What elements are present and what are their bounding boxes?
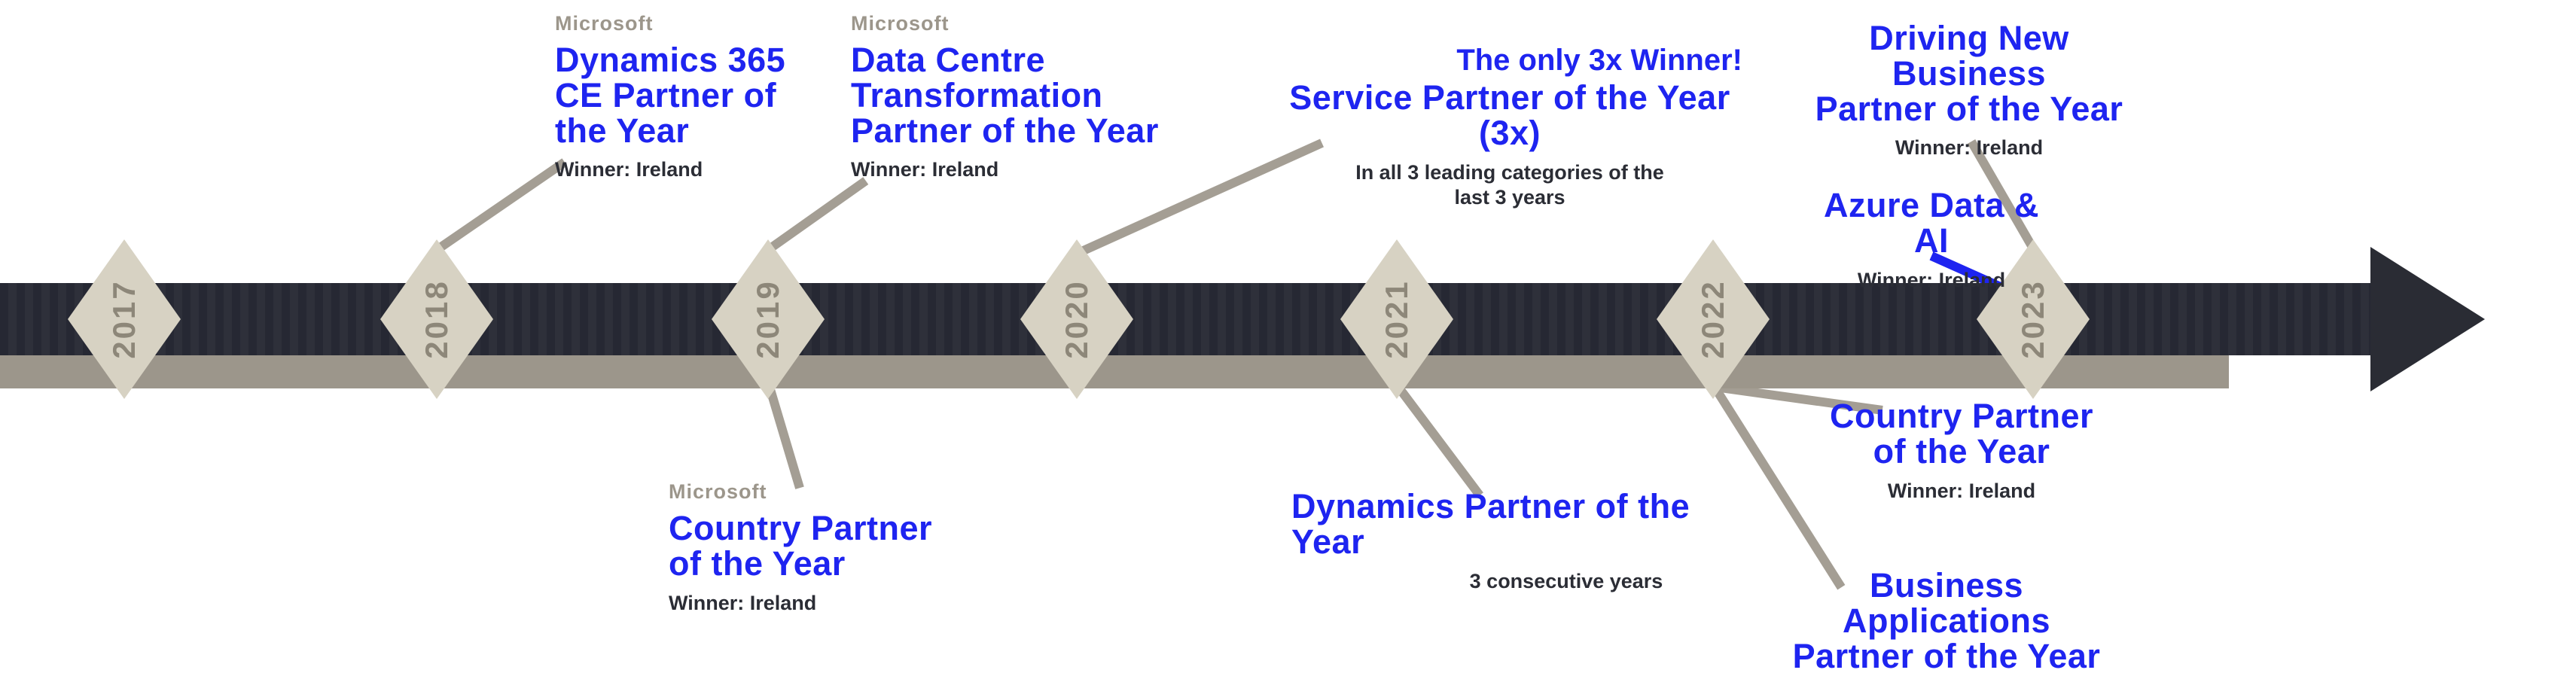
award-title-line: Data Centre	[851, 41, 1046, 79]
award-title: Country Partner of the Year	[1800, 397, 2123, 470]
award-title-line: Driving New Business	[1869, 19, 2069, 93]
award-title: Service Partner of the Year (3x)	[1273, 78, 1747, 152]
award-entry-2018-dynamics365: Microsoft Dynamics 365 CE Partner of the…	[555, 12, 811, 183]
award-title-line: Country Partner	[1829, 397, 2094, 435]
award-entry-2022-country-partner: Country Partner of the Year Winner: Irel…	[1800, 397, 2123, 504]
award-title-line: of the Year	[1873, 431, 2050, 470]
award-title: Data Centre Transformation Partner of th…	[851, 41, 1197, 150]
award-entry-2019-datacentre: Microsoft Data Centre Transformation Par…	[851, 12, 1197, 183]
award-title: Azure Data & AI	[1803, 186, 2059, 260]
award-note-line: last 3 years	[1454, 186, 1565, 209]
award-title-line: Service Partner of the Year (3x)	[1289, 78, 1730, 152]
award-title: Country Partner of the Year	[669, 509, 985, 583]
connector-2021	[1395, 384, 1483, 498]
award-entry-2020-service-partner: The only 3x Winner! Service Partner of t…	[1273, 44, 1747, 211]
award-vendor-label: Microsoft	[669, 480, 767, 503]
award-entry-2023-new-business: Driving New Business Partner of the Year…	[1792, 19, 2146, 161]
connector-2018	[434, 158, 568, 254]
connector-2019-above	[765, 177, 869, 254]
award-title-line: the Year	[555, 111, 690, 150]
award-title: Business Applications Partner of the Yea…	[1766, 568, 2127, 674]
award-note: Winner: Ireland	[1887, 479, 2036, 502]
award-note: Winner: Ireland	[1857, 268, 2006, 291]
award-callout: The only 3x Winner!	[1456, 44, 1742, 77]
award-title-line: Partner of the Year	[1815, 89, 2123, 128]
award-title: Dynamics 365 CE Partner of the Year	[555, 41, 811, 150]
award-note: Winner: Ireland	[1895, 136, 2044, 160]
award-entry-2023-azure-data-ai: Azure Data & AI Winner: Ireland	[1803, 186, 2059, 293]
award-title: Dynamics Partner of the Year	[1291, 489, 1751, 560]
award-note: Winner: Ireland	[851, 158, 999, 181]
award-entry-2021-dynamics-partner: Dynamics Partner of the Year 3 consecuti…	[1291, 489, 1751, 594]
award-title: Driving New Business Partner of the Year	[1792, 19, 2146, 128]
timeline-arrowhead-icon	[2370, 247, 2485, 391]
award-title-line: Country Partner	[669, 509, 933, 547]
award-title-line: of the Year	[669, 544, 846, 583]
award-note: 3 consecutive years	[1469, 569, 1663, 592]
award-note-line: In all 3 leading categories of the	[1355, 160, 1664, 184]
award-entry-2022-business-applications: Business Applications Partner of the Yea…	[1766, 568, 2127, 676]
award-title-line: Azure Data & AI	[1823, 186, 2040, 260]
award-title-line: CE Partner of	[555, 75, 777, 114]
award-vendor-label: Microsoft	[851, 12, 950, 35]
award-title-line: Business Applications	[1842, 566, 2051, 640]
award-note: In all 3 leading categories of the last …	[1273, 160, 1747, 212]
award-vendor-label: Microsoft	[555, 12, 654, 35]
award-title-line: Partner of the Year	[851, 111, 1159, 150]
award-title-line: Transformation	[851, 75, 1103, 114]
award-entry-2019-country-partner: Microsoft Country Partner of the Year Wi…	[669, 480, 985, 616]
award-note: Winner: Ireland	[669, 591, 817, 614]
award-title-line: Dynamics Partner of the Year	[1291, 487, 1690, 561]
timeline-shadow-band	[0, 354, 2229, 388]
award-title-line: Dynamics 365	[555, 41, 786, 79]
award-title-line: Partner of the Year	[1792, 636, 2101, 675]
connector-2019-below	[765, 385, 804, 489]
award-note: Winner: Ireland	[555, 158, 703, 181]
